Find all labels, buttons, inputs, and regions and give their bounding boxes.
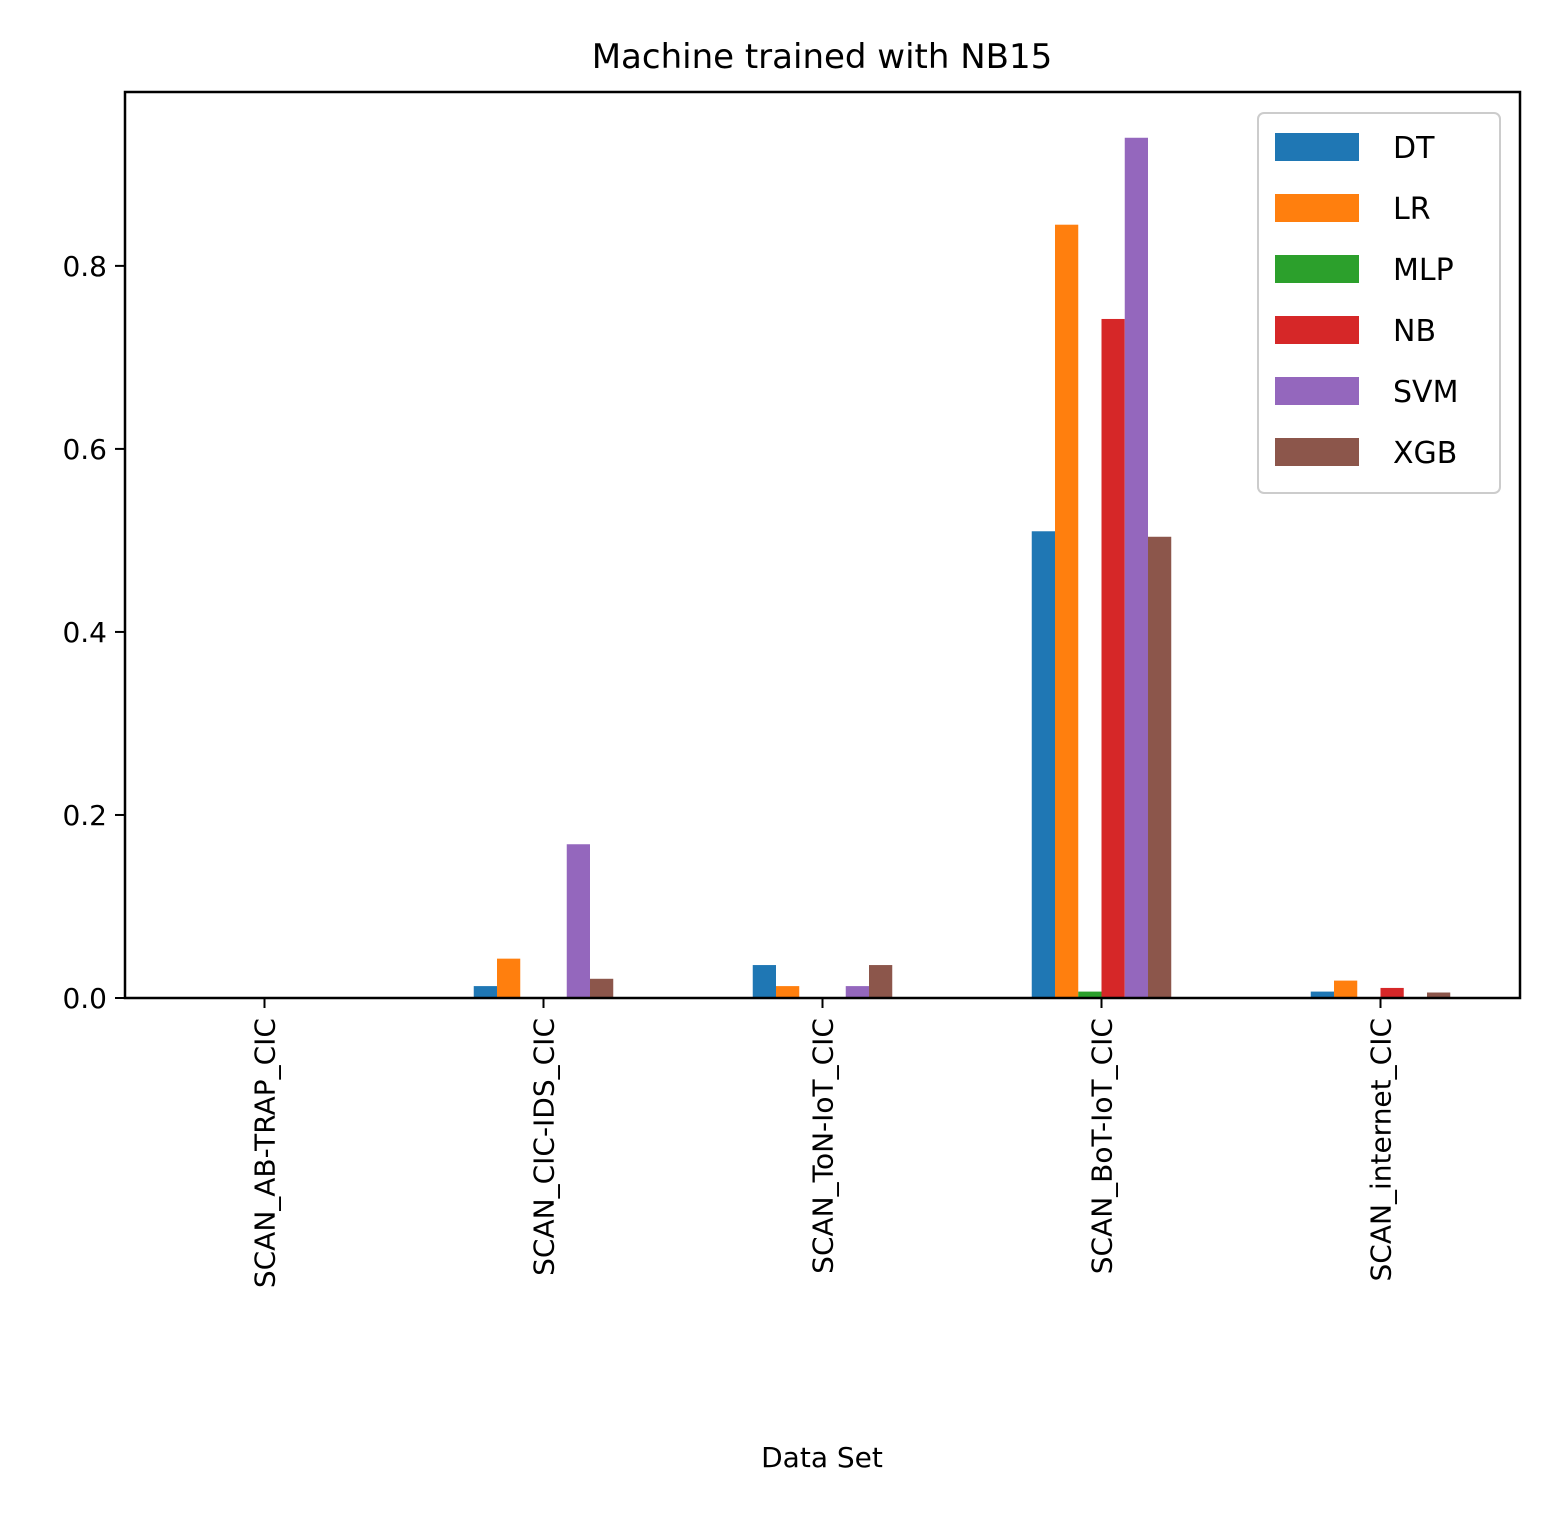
bar-dt-1 [473,986,497,998]
bar-dt-2 [752,965,776,998]
legend-label-mlp: MLP [1393,253,1454,288]
bar-lr-3 [1055,224,1079,998]
bar-svm-2 [845,986,869,998]
bar-xgb-3 [1148,536,1172,998]
legend-swatch-dt [1275,133,1359,161]
legend: DT LR MLP NB SVM XGB [1257,112,1501,494]
bar-xgb-2 [869,965,893,998]
legend-swatch-svm [1275,377,1359,405]
x-axis-label: Data Set [761,1441,883,1474]
legend-label-xgb: XGB [1393,436,1457,471]
bar-lr-1 [497,958,521,998]
plot-frame [123,90,1522,1000]
y-tick-label: 0.4 [62,616,107,649]
bar-mlp-3 [1078,991,1102,998]
bar-svm-3 [1124,137,1148,998]
x-tick-label: SCAN_AB-TRAP_CIC [249,1018,282,1288]
legend-swatch-nb [1275,316,1359,344]
legend-swatch-mlp [1275,255,1359,283]
bar-xgb-1 [590,978,614,998]
legend-swatch-lr [1275,194,1359,222]
legend-label-dt: DT [1393,131,1435,166]
legend-label-nb: NB [1393,314,1436,349]
y-tick-label: 0.2 [62,799,107,832]
bar-lr-2 [776,986,800,998]
y-axis: 0.0 0.2 0.4 0.6 0.8 [62,250,125,1015]
legend-box [1257,112,1501,494]
chart-title: Machine trained with NB15 [592,37,1053,77]
bar-lr-4 [1334,980,1358,998]
bar-nb-3 [1101,318,1125,999]
bar-xgb-4 [1427,992,1451,998]
legend-label-lr: LR [1393,192,1431,227]
x-axis: SCAN_AB-TRAP_CIC SCAN_CIC-IDS_CIC SCAN_ToN… [249,998,1398,1288]
bar-dt-3 [1031,531,1055,998]
legend-label-svm: SVM [1393,375,1458,410]
bar-svm-1 [566,844,590,998]
y-tick-label: 0.6 [62,433,107,466]
bars-layer [473,137,1451,999]
bar-nb-4 [1380,987,1404,998]
bar-dt-4 [1310,991,1334,998]
x-tick-label: SCAN_internet_CIC [1365,1018,1398,1281]
x-tick-label: SCAN_CIC-IDS_CIC [528,1018,561,1276]
legend-swatch-xgb [1275,438,1359,466]
y-tick-label: 0.8 [62,250,107,283]
y-tick-label: 0.0 [62,982,107,1015]
x-tick-label: SCAN_ToN-IoT_CIC [807,1018,840,1274]
x-tick-label: SCAN_BoT-IoT_CIC [1086,1018,1119,1274]
